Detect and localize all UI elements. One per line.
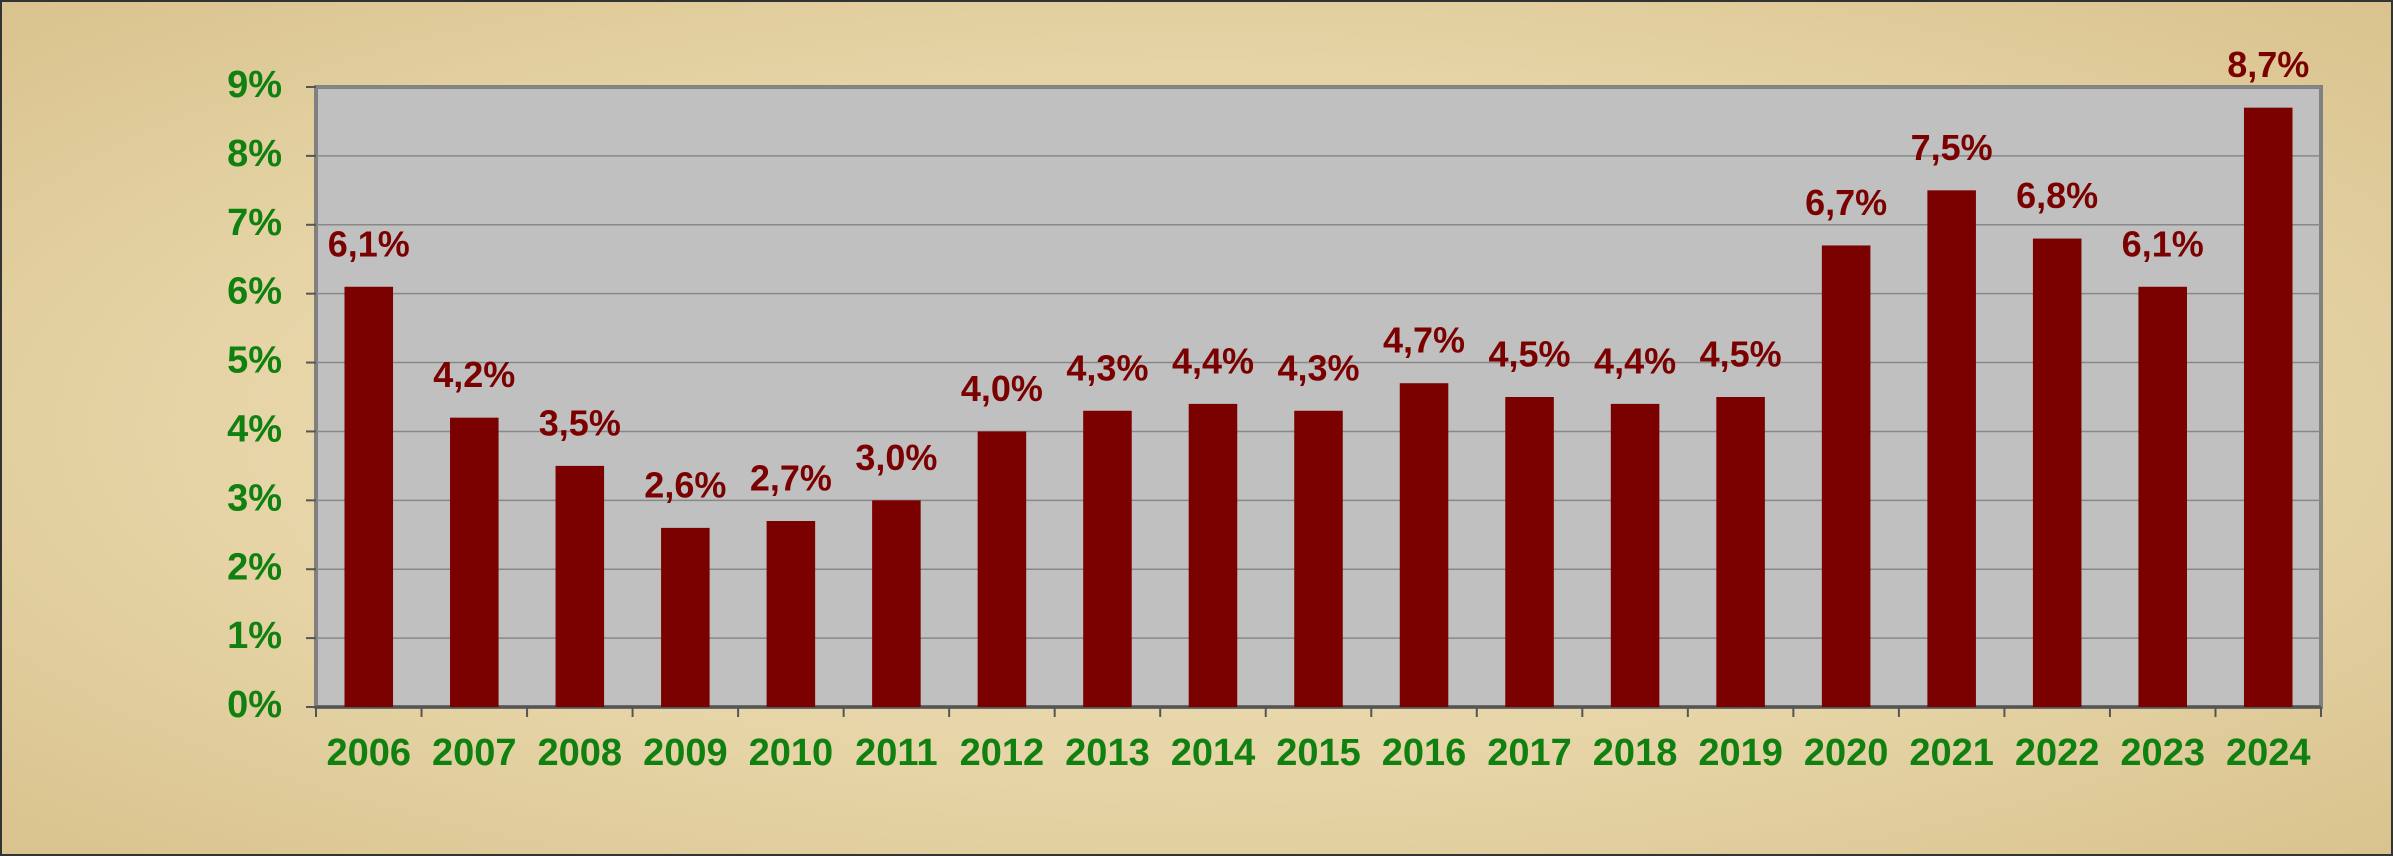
bar bbox=[1927, 190, 1976, 708]
y-tick-label: 8% bbox=[227, 133, 282, 175]
x-tick-label: 2021 bbox=[1909, 732, 1994, 774]
value-label: 4,7% bbox=[1383, 320, 1465, 361]
bar bbox=[2032, 238, 2082, 708]
value-label: 6,1% bbox=[328, 223, 410, 264]
x-tick-label: 2007 bbox=[432, 732, 517, 774]
x-tick-label: 2011 bbox=[855, 732, 937, 774]
value-label: 6,1% bbox=[2122, 223, 2204, 264]
bar bbox=[1399, 383, 1449, 707]
y-tick-label: 1% bbox=[227, 615, 282, 657]
y-tick-label: 4% bbox=[227, 408, 282, 450]
value-label: 4,2% bbox=[433, 354, 515, 395]
x-tick-label: 2016 bbox=[1382, 732, 1467, 774]
value-label: 4,0% bbox=[961, 368, 1043, 409]
bar bbox=[450, 417, 499, 707]
bar bbox=[1610, 403, 1660, 707]
value-label: 8,7% bbox=[2227, 44, 2309, 85]
value-label: 4,3% bbox=[1066, 347, 1148, 388]
x-tick-label: 2009 bbox=[643, 732, 728, 774]
value-label: 4,4% bbox=[1172, 340, 1254, 381]
x-tick-label: 2022 bbox=[2015, 732, 2100, 774]
y-tick-label: 6% bbox=[227, 271, 282, 313]
value-label: 7,5% bbox=[1911, 127, 1993, 168]
y-tick-label: 9% bbox=[227, 64, 282, 106]
bar bbox=[872, 500, 921, 707]
x-tick-label: 2019 bbox=[1698, 732, 1783, 774]
bar bbox=[977, 431, 1027, 707]
x-tick-label: 2017 bbox=[1487, 732, 1572, 774]
y-tick-label: 5% bbox=[227, 340, 282, 382]
bar bbox=[766, 521, 816, 707]
value-label: 4,5% bbox=[1700, 334, 1782, 375]
value-label: 3,0% bbox=[855, 437, 937, 478]
x-tick-label: 2023 bbox=[2120, 732, 2205, 774]
bar bbox=[1505, 397, 1554, 707]
bar bbox=[1821, 245, 1871, 707]
value-label: 6,8% bbox=[2016, 175, 2098, 216]
x-tick-label: 2013 bbox=[1065, 732, 1150, 774]
bar bbox=[1294, 410, 1343, 707]
bar bbox=[1188, 403, 1238, 707]
value-label: 2,6% bbox=[644, 464, 726, 505]
x-tick-label: 2012 bbox=[960, 732, 1045, 774]
y-tick-label: 7% bbox=[227, 202, 282, 244]
bar bbox=[661, 527, 710, 707]
bar bbox=[344, 286, 394, 707]
x-tick-label: 2010 bbox=[749, 732, 834, 774]
bar bbox=[1083, 410, 1132, 707]
value-label: 6,7% bbox=[1805, 182, 1887, 223]
x-tick-label: 2006 bbox=[326, 732, 411, 774]
bar bbox=[555, 465, 605, 707]
x-tick-label: 2014 bbox=[1171, 732, 1256, 774]
bar bbox=[1716, 397, 1765, 707]
x-tick-label: 2020 bbox=[1804, 732, 1889, 774]
x-tick-label: 2018 bbox=[1593, 732, 1678, 774]
value-label: 4,4% bbox=[1594, 340, 1676, 381]
value-label: 2,7% bbox=[750, 458, 832, 499]
y-tick-label: 2% bbox=[227, 546, 282, 588]
y-tick-label: 3% bbox=[227, 477, 282, 519]
x-tick-label: 2024 bbox=[2226, 732, 2311, 774]
value-label: 4,3% bbox=[1277, 347, 1359, 388]
x-tick-label: 2008 bbox=[538, 732, 623, 774]
value-label: 4,5% bbox=[1489, 334, 1571, 375]
x-tick-label: 2015 bbox=[1276, 732, 1361, 774]
bar bbox=[2243, 107, 2293, 707]
bar bbox=[2138, 286, 2187, 707]
y-tick-label: 0% bbox=[227, 684, 282, 726]
value-label: 3,5% bbox=[539, 402, 621, 443]
